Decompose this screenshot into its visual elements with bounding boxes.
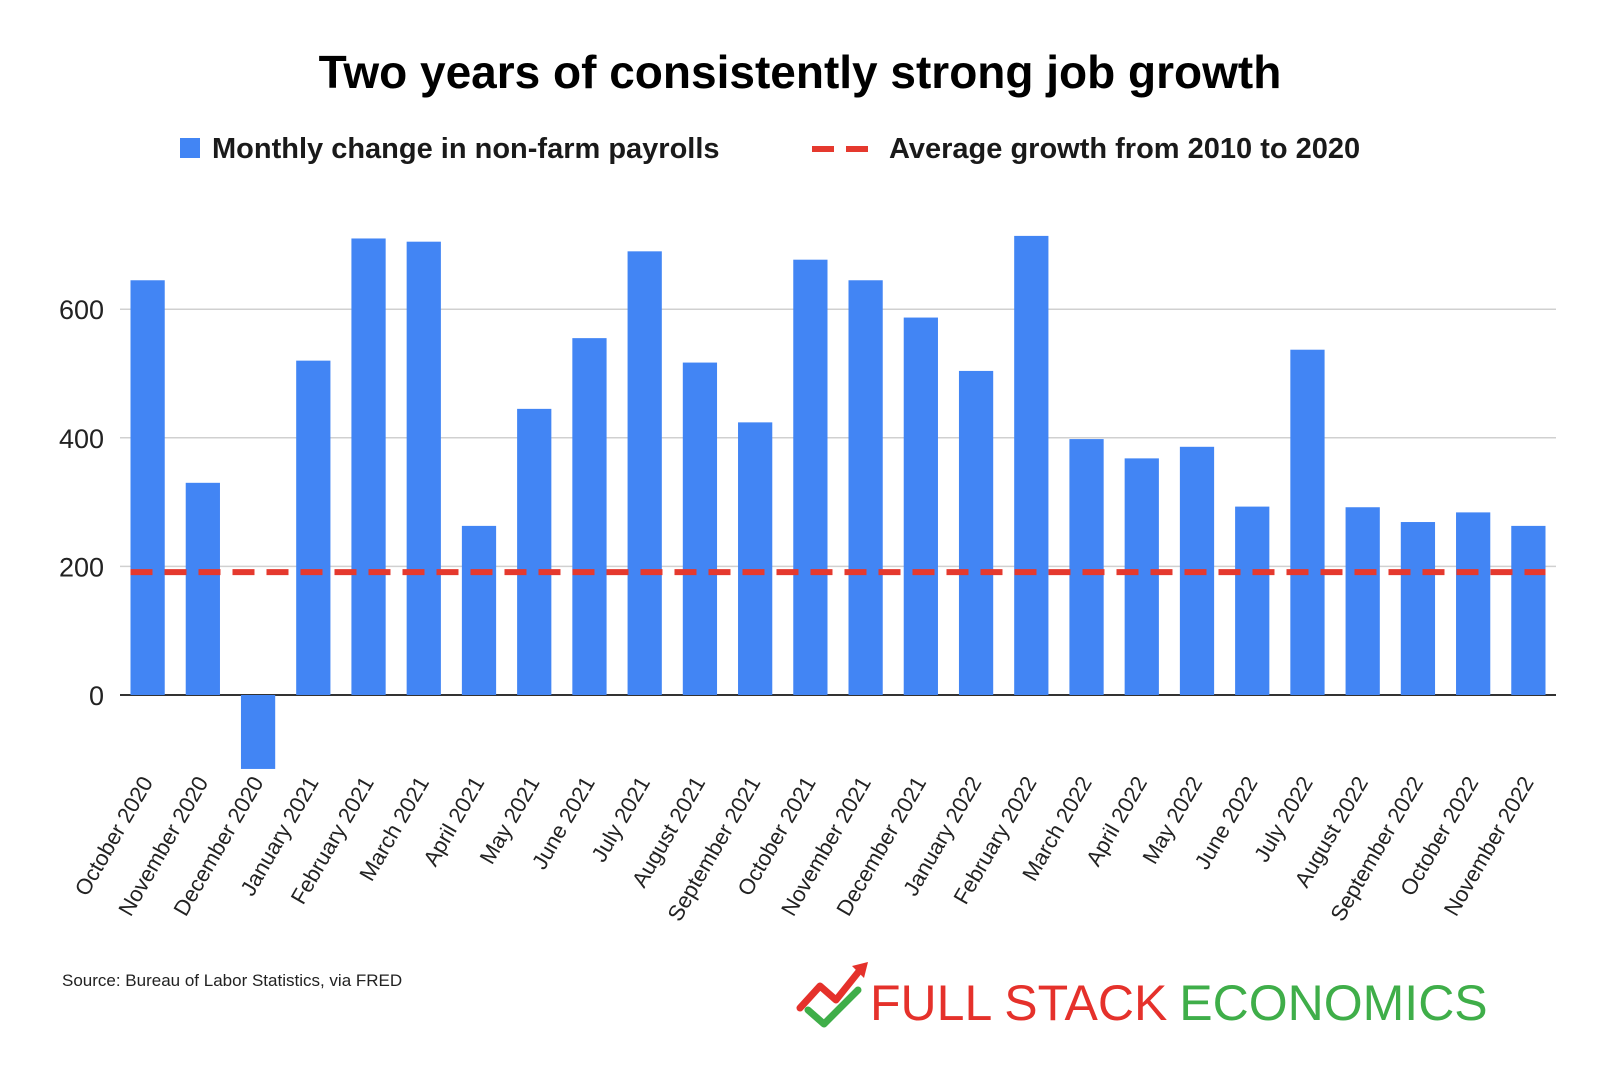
bar bbox=[130, 280, 165, 695]
bar bbox=[627, 251, 662, 695]
bar bbox=[572, 338, 607, 695]
bar bbox=[793, 259, 828, 695]
bar bbox=[848, 280, 883, 695]
y-tick-label: 400 bbox=[59, 424, 104, 454]
bar bbox=[738, 422, 773, 695]
source-note: Source: Bureau of Labor Statistics, via … bbox=[62, 971, 402, 990]
gridlines bbox=[120, 308, 1556, 696]
bar bbox=[903, 317, 938, 695]
bars bbox=[130, 235, 1546, 769]
legend-label-bars: Monthly change in non-farm payrolls bbox=[212, 133, 720, 165]
brand-logo: FULL STACK ECONOMICS bbox=[796, 962, 1488, 1031]
legend: Monthly change in non-farm payrolls Aver… bbox=[180, 133, 1360, 165]
bar bbox=[1290, 349, 1325, 695]
bar bbox=[461, 525, 497, 695]
bar bbox=[1235, 506, 1270, 695]
y-axis-ticks: 0 200 400 600 bbox=[59, 295, 104, 711]
y-tick-label: 0 bbox=[89, 681, 104, 711]
bar bbox=[1014, 235, 1049, 695]
y-tick-label: 600 bbox=[59, 295, 104, 325]
bar bbox=[240, 695, 276, 769]
bar bbox=[351, 238, 386, 695]
bar bbox=[406, 241, 441, 695]
bar bbox=[1124, 458, 1159, 695]
bar bbox=[1511, 525, 1546, 695]
bar bbox=[296, 360, 331, 695]
bar bbox=[1456, 512, 1491, 695]
bar bbox=[682, 362, 718, 695]
bar bbox=[1069, 439, 1104, 695]
bar bbox=[517, 408, 552, 695]
bar bbox=[958, 370, 994, 695]
brand-name-part1: FULL STACK bbox=[870, 975, 1167, 1031]
bar bbox=[1345, 507, 1380, 695]
chart-arrow-check-icon bbox=[796, 962, 868, 1028]
brand-name-part2: ECONOMICS bbox=[1179, 975, 1487, 1031]
chart-title: Two years of consistently strong job gro… bbox=[319, 46, 1282, 98]
y-tick-label: 200 bbox=[59, 552, 104, 582]
legend-label-average: Average growth from 2010 to 2020 bbox=[889, 133, 1360, 165]
bar bbox=[1400, 522, 1436, 695]
legend-swatch-bars bbox=[180, 138, 200, 158]
brand-name: FULL STACK ECONOMICS bbox=[870, 975, 1488, 1031]
bar bbox=[185, 482, 220, 695]
